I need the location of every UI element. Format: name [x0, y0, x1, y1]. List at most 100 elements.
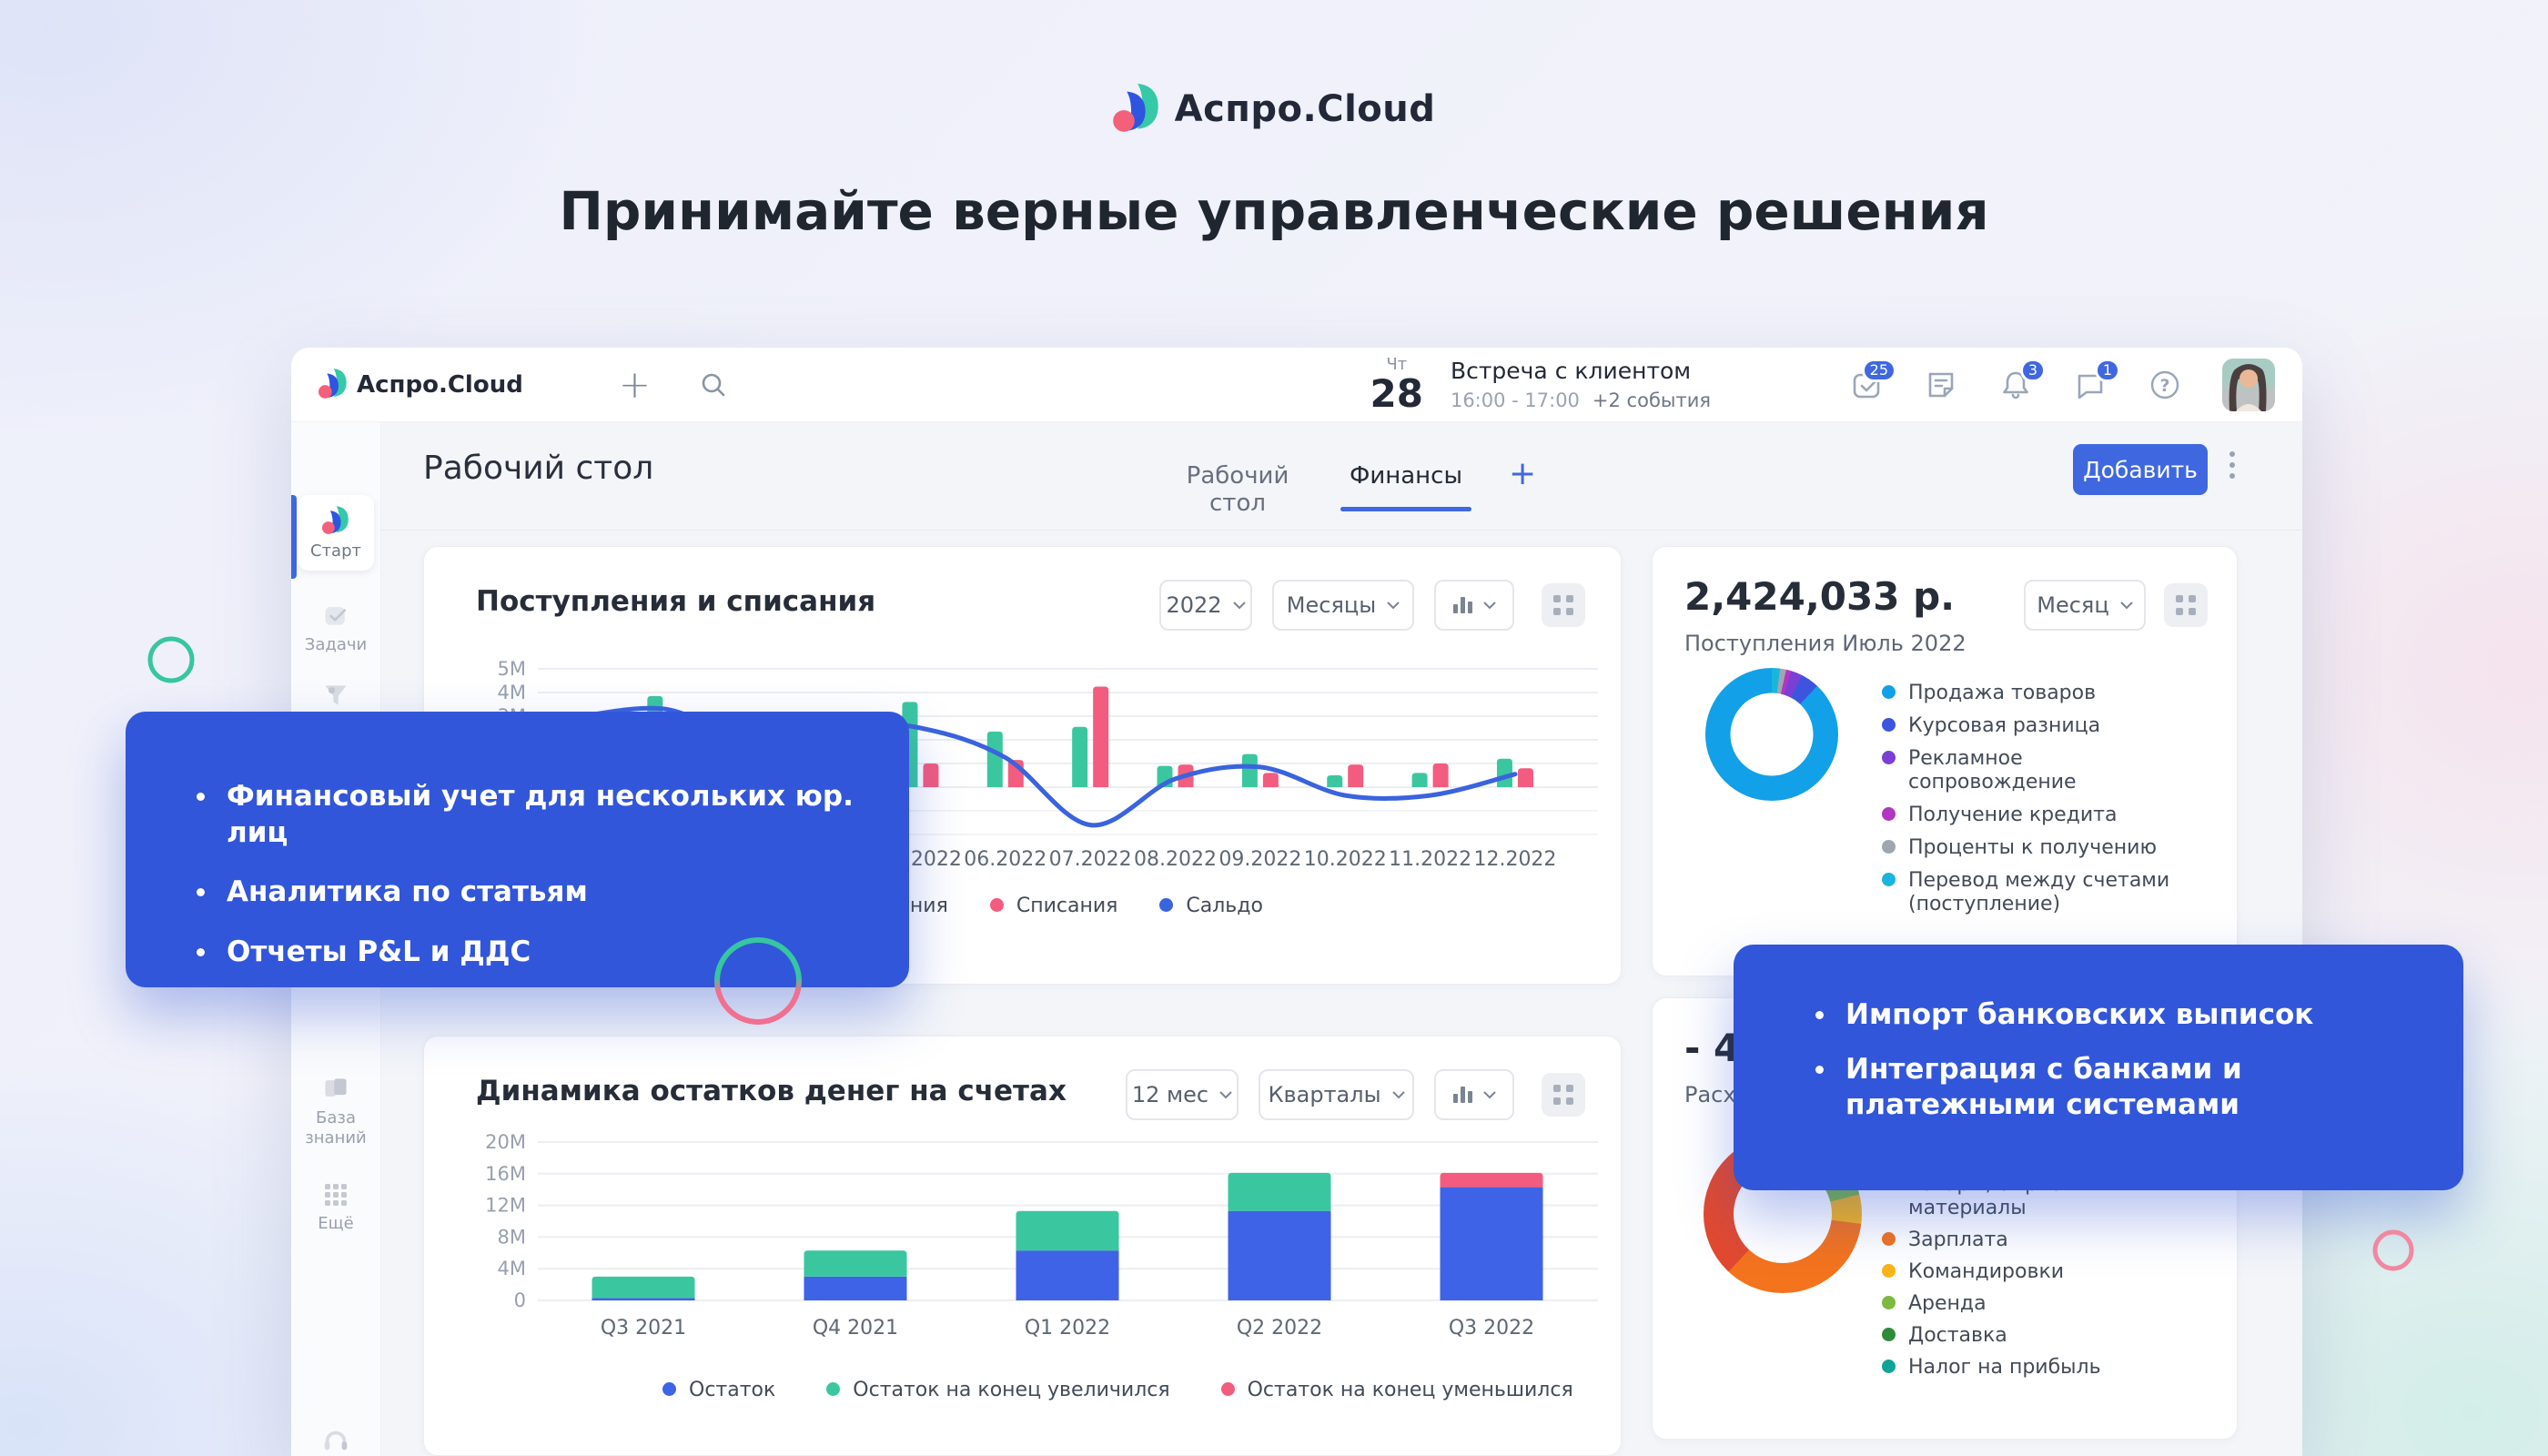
svg-text:16M: 16M — [485, 1163, 526, 1185]
legend-dot-icon — [1882, 717, 1896, 732]
legend-dot-icon — [662, 1382, 676, 1396]
svg-text:Q3 2022: Q3 2022 — [1449, 1317, 1534, 1340]
donut-hole — [1730, 693, 1814, 776]
brand-name: Аспро.Cloud — [1174, 88, 1436, 130]
bar-chart-icon — [1452, 1087, 1472, 1103]
legend-item: Продажа товаров — [1882, 682, 2182, 705]
svg-text:12M: 12M — [485, 1195, 526, 1217]
sidebar-item-more[interactable]: Ещё — [291, 1181, 380, 1234]
stacked-bars — [592, 1172, 1543, 1300]
callout-bullet: Отчеты P&L и ДДС — [197, 935, 864, 971]
sidebar-item-tasks[interactable]: Задачи — [291, 601, 380, 655]
legend-label: Рекламное сопровождение — [1908, 746, 2077, 794]
svg-text:?: ? — [2159, 376, 2169, 396]
legend-label: Зарплата — [1908, 1228, 2008, 1251]
chevron-down-icon — [1232, 601, 1246, 609]
chevron-down-icon — [1219, 1090, 1232, 1098]
tasks-nav-icon — [325, 607, 347, 625]
drag-dots-icon — [1553, 1085, 1573, 1105]
search-icon[interactable] — [698, 369, 729, 400]
balance-chart: 20M 16M 12M 8M 4M 0 Q3 2021 Q4 2021 Q1 2022 Q2 20… — [485, 1131, 1598, 1340]
chat-badge: 1 — [2094, 358, 2120, 382]
event-time: 16:00 - 17:00 — [1450, 389, 1580, 411]
tab-dashboard[interactable]: Рабочий стол — [1186, 462, 1289, 517]
legend-item: Аренда — [1882, 1292, 2182, 1316]
chat-icon[interactable]: 1 — [2073, 358, 2120, 402]
legend-label: Перевод между счетами (поступление) — [1908, 868, 2170, 915]
widget-drag-handle[interactable] — [2164, 583, 2208, 627]
legend-label: Аренда — [1908, 1291, 1987, 1315]
card-title: Поступления и списания — [476, 585, 876, 618]
year-filter-dropdown[interactable]: 2022 — [1159, 580, 1252, 631]
receipts-amount: 2,424,033 р. — [1684, 574, 1956, 619]
sidebar-item-start[interactable]: Старт — [298, 495, 374, 571]
legend-dot-icon — [1882, 1359, 1896, 1373]
svg-text:4M: 4M — [498, 1258, 526, 1279]
legend-label: Продажа товаров — [1908, 682, 2097, 704]
add-tab-button[interactable]: + — [1509, 455, 1537, 492]
svg-text:0: 0 — [514, 1289, 526, 1311]
knowledge-base-icon — [325, 1078, 347, 1097]
tab-finance[interactable]: Финансы — [1347, 462, 1465, 490]
sidebar-item-support[interactable] — [291, 1425, 380, 1456]
legend-label: Списания — [1016, 895, 1118, 917]
card-title: Динамика остатков денег на счетах — [476, 1075, 1067, 1107]
period-filter-dropdown[interactable]: Кварталы — [1259, 1069, 1414, 1120]
svg-text:Q1 2022: Q1 2022 — [1025, 1317, 1110, 1340]
chevron-down-icon — [2120, 601, 2133, 609]
sidebar-item-knowledge-base[interactable]: База знаний — [291, 1074, 380, 1148]
legend-item: Налог на прибыль — [1882, 1356, 2182, 1380]
legend-item: Остаток на конец уменьшился — [1220, 1379, 1573, 1402]
legend-item: Рекламное сопровождение — [1882, 747, 2182, 794]
user-avatar[interactable] — [2222, 358, 2275, 411]
legend-item: Остаток на конец увеличился — [826, 1379, 1170, 1402]
create-button[interactable]: + — [618, 361, 652, 407]
header-kebab-menu[interactable] — [2228, 451, 2237, 479]
card-receipts: 2,424,033 р. Поступления Июль 2022 Месяц… — [1652, 546, 2238, 976]
callout-bullet: Аналитика по статьям — [197, 875, 864, 911]
donut-legend: Товары, сырье и материалыЗарплатаКоманди… — [1882, 1173, 2182, 1380]
legend-label: Проценты к получению — [1908, 835, 2157, 859]
pink-ring — [2372, 1229, 2414, 1271]
notifications-bell-icon[interactable]: 3 — [1998, 358, 2046, 402]
widget-drag-handle[interactable] — [1542, 583, 1585, 627]
range-filter-dropdown[interactable]: 12 мес — [1126, 1069, 1239, 1120]
app-logo-text: Аспро.Cloud — [357, 370, 523, 399]
legend-label: Остаток — [689, 1379, 776, 1401]
active-item-indicator — [291, 495, 297, 579]
event-summary[interactable]: Встреча с клиентом 16:00 - 17:00 +2 событ… — [1451, 358, 1711, 411]
app-logo[interactable]: Аспро.Cloud — [318, 369, 523, 400]
svg-text:11.2022: 11.2022 — [1389, 848, 1471, 871]
chart-type-dropdown[interactable] — [1434, 1069, 1514, 1120]
support-headset-icon — [324, 1431, 348, 1451]
tasks-icon[interactable]: 25 — [1849, 358, 1896, 402]
month-filter-dropdown[interactable]: Месяц — [2024, 580, 2146, 631]
legend-dot-icon — [989, 898, 1004, 912]
legend-dot-icon — [826, 1382, 841, 1396]
donut-legend: Продажа товаров Курсовая разница Рекламное… — [1882, 682, 2182, 916]
card-balance-dynamics: Динамика остатков денег на счетах 12 мес… — [423, 1036, 1622, 1456]
event-title: Встреча с клиентом — [1450, 358, 1692, 384]
legend-item: Курсовая разница — [1882, 714, 2182, 738]
legend-dot-icon — [1882, 1327, 1896, 1341]
svg-text:09.2022: 09.2022 — [1218, 848, 1301, 871]
legend-dot-icon — [1882, 839, 1896, 854]
topbar-right: Чт 28 Встреча с клиентом 16:00 - 17:00 +2… — [1370, 356, 2275, 413]
chevron-down-icon — [1387, 601, 1400, 609]
notes-icon[interactable] — [1924, 368, 1958, 402]
legend-item: Получение кредита — [1882, 804, 2182, 827]
calendar-date[interactable]: Чт 28 — [1370, 356, 1423, 413]
period-filter-dropdown[interactable]: Месяцы — [1272, 580, 1414, 631]
svg-text:Q4 2021: Q4 2021 — [813, 1317, 898, 1340]
legend-dot-icon — [1882, 1231, 1896, 1246]
widget-drag-handle[interactable] — [1542, 1073, 1585, 1117]
legend-item: Остаток — [662, 1379, 775, 1402]
teal-ring — [147, 636, 195, 683]
chart-type-dropdown[interactable] — [1434, 580, 1514, 631]
chevron-down-icon — [1482, 601, 1496, 609]
page-headline: Принимайте верные управленческие решения — [559, 180, 1989, 242]
add-widget-button[interactable]: Добавить — [2073, 444, 2208, 495]
bar-chart-icon — [1452, 597, 1472, 613]
help-icon[interactable]: ? — [2148, 368, 2182, 402]
